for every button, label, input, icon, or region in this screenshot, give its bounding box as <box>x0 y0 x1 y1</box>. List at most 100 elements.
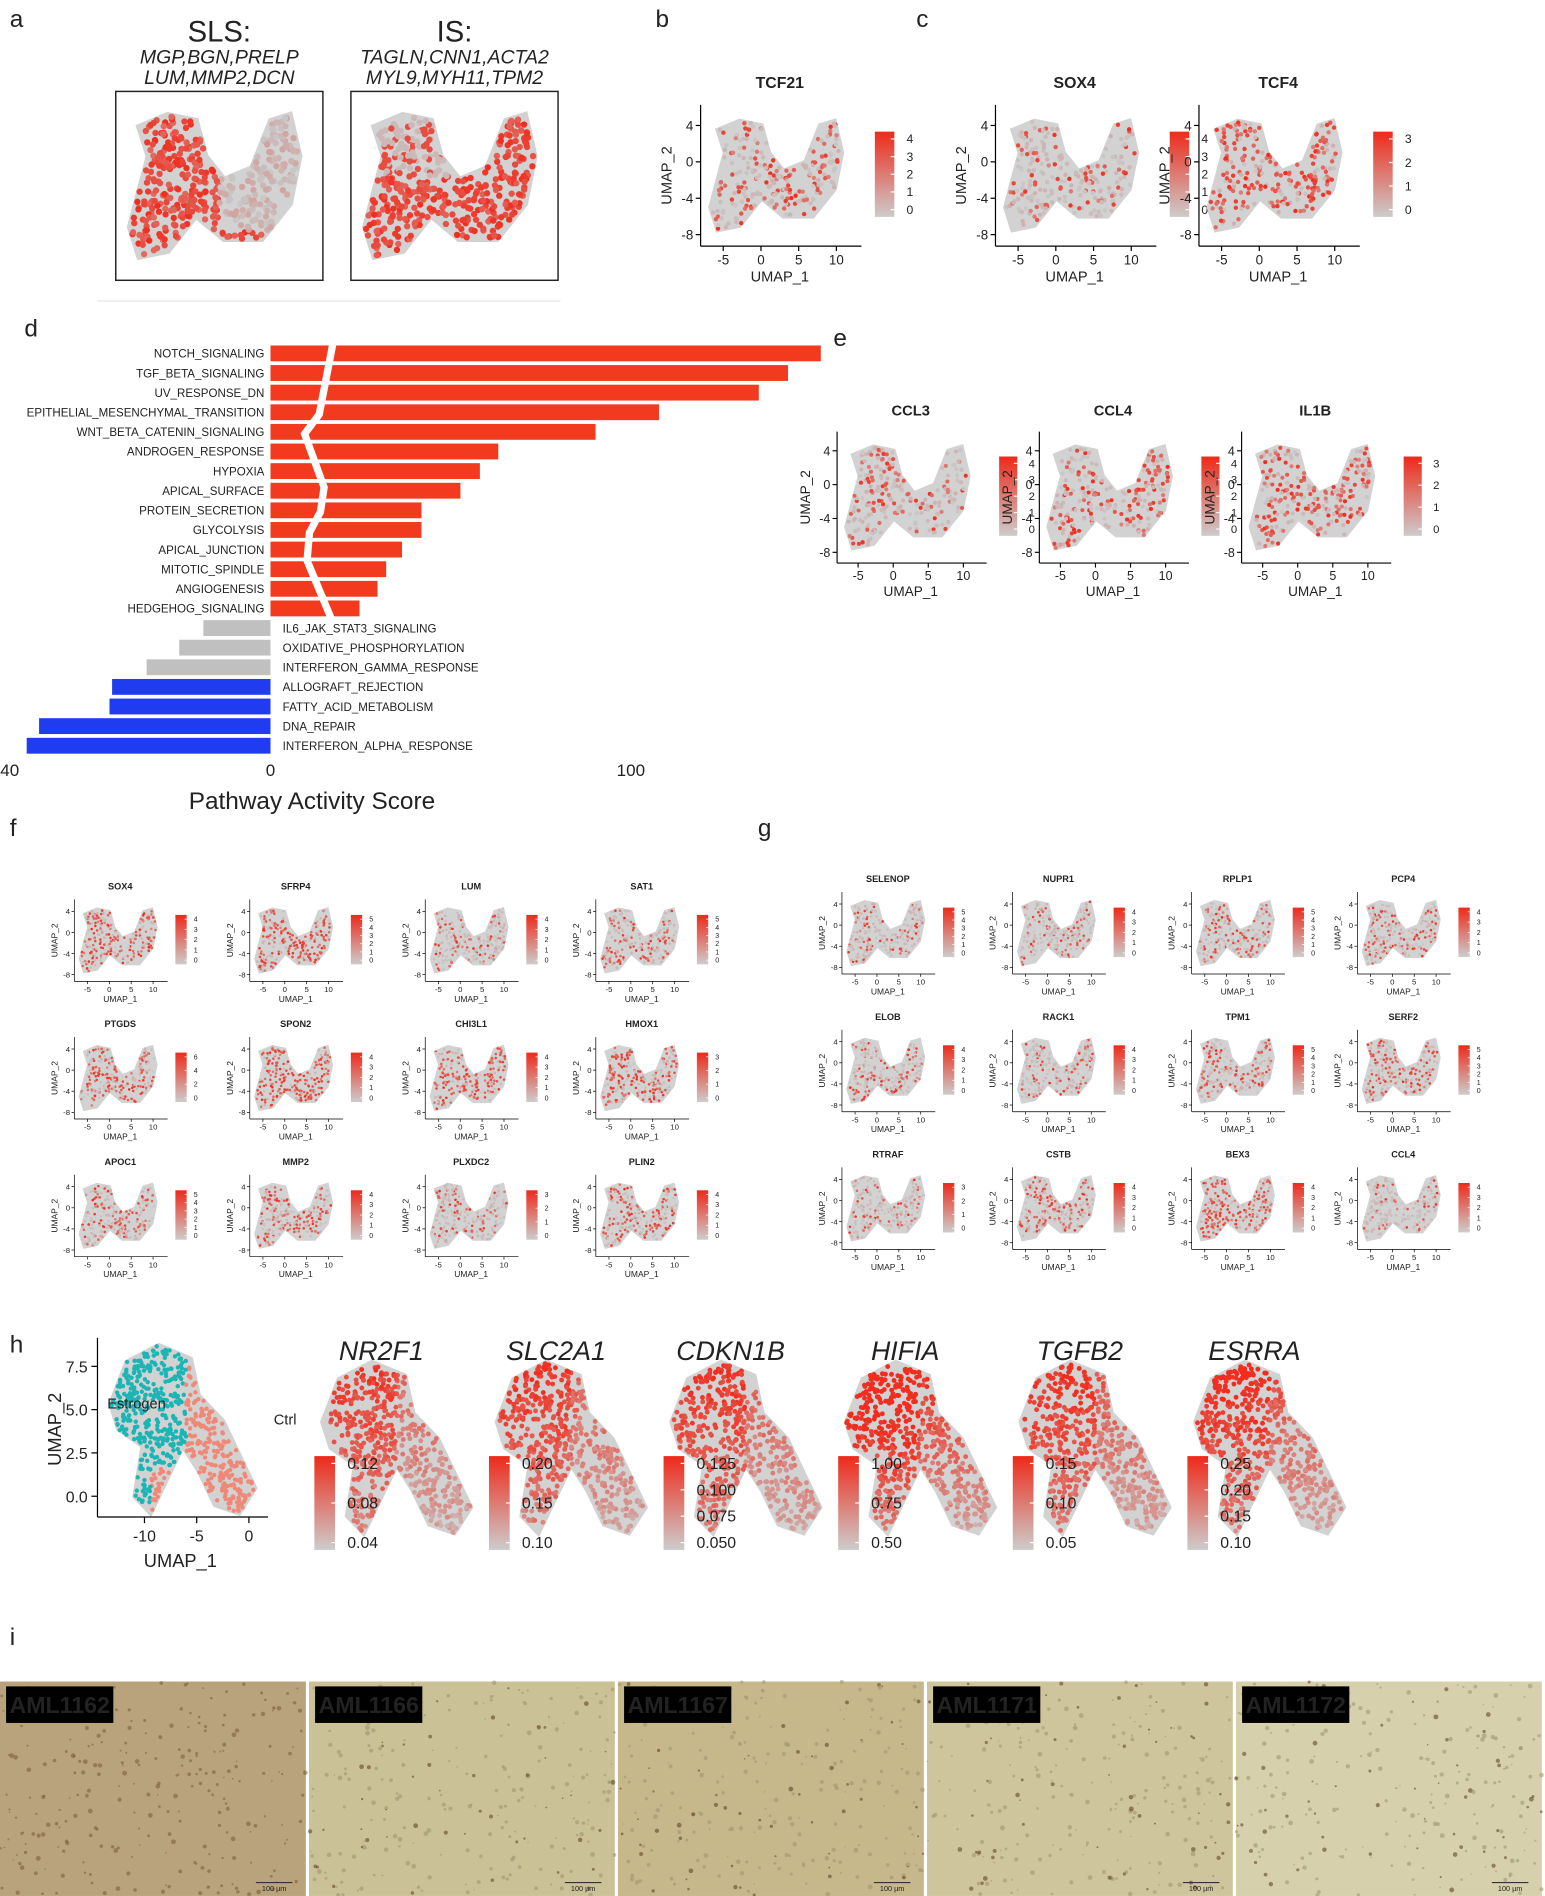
colorbar-label: 0 <box>1405 203 1412 217</box>
cell-dot <box>109 1205 112 1208</box>
cell-dot <box>770 178 774 182</box>
bar <box>270 404 658 420</box>
cell-dot <box>1080 508 1084 512</box>
x-tick-label: 100 <box>617 761 645 780</box>
cell-dot <box>266 1057 269 1060</box>
cell-dot <box>142 925 145 928</box>
cell-dot <box>662 956 665 959</box>
colorbar-label: 0 <box>1433 524 1439 536</box>
cell-dot <box>1278 483 1282 487</box>
cell-dot <box>1232 185 1236 189</box>
cell-dot <box>1166 465 1170 469</box>
x-axis-label: UMAP_1 <box>1249 270 1307 286</box>
cell-dot <box>263 953 266 956</box>
y-tick-label: 0 <box>241 928 246 937</box>
y-tick-label: -8 <box>239 970 246 979</box>
cell-dot <box>1050 175 1054 179</box>
cell-dot <box>1109 209 1113 213</box>
cell-dot <box>81 955 84 958</box>
cell-dot <box>1161 482 1165 486</box>
plot-title: PTGDS <box>104 1019 136 1029</box>
cell-dot <box>500 948 503 951</box>
cell-dot <box>1094 475 1098 479</box>
cell-dot <box>801 190 805 194</box>
cell-dot <box>609 1079 612 1082</box>
cell-dot <box>1289 484 1293 488</box>
plot-title: SAT1 <box>630 881 653 891</box>
cell-dot <box>673 934 676 937</box>
cell-dot <box>141 1195 144 1198</box>
y-axis-label: UMAP_2 <box>49 923 59 957</box>
cell-dot <box>486 1073 489 1076</box>
cell-dot <box>1077 187 1081 191</box>
cell-dot <box>458 914 461 917</box>
cell-dot <box>956 505 960 509</box>
cell-dot <box>258 219 264 225</box>
x-tick-label: 0 <box>1052 252 1059 267</box>
cell-dot <box>466 935 469 938</box>
cell-dot <box>456 1085 459 1088</box>
cell-dot <box>1063 199 1067 203</box>
umap-box <box>116 91 323 280</box>
x-tick-label: -5 <box>435 985 442 994</box>
cell-dot <box>625 945 628 948</box>
umap-plot: SFRP4-50510-8-404UMAP_1UMAP_2012345 <box>225 881 373 1003</box>
cell-dot <box>1057 197 1061 201</box>
cell-dot <box>1270 496 1274 500</box>
cell-dot <box>820 154 824 158</box>
cell-dot <box>282 1080 285 1083</box>
x-tick-label: 5 <box>129 985 133 994</box>
x-tick-label: 0 <box>107 1123 112 1132</box>
cell-dot <box>99 1061 102 1064</box>
cell-dot <box>291 934 294 937</box>
cell-dot <box>926 506 930 510</box>
cell-dot <box>442 954 445 957</box>
cell-dot <box>1240 156 1244 160</box>
cell-dot <box>1272 474 1276 478</box>
cell-dot <box>320 930 323 933</box>
cell-dot <box>190 202 196 208</box>
cell-dot <box>1232 221 1236 225</box>
cell-dot <box>1340 505 1344 509</box>
cell-dot <box>282 1063 285 1066</box>
cell-dot <box>496 952 499 955</box>
x-tick-label: 5 <box>129 1123 133 1132</box>
bar <box>270 345 820 361</box>
cell-dot <box>633 1070 636 1073</box>
cell-dot <box>88 945 91 948</box>
cell-dot <box>623 917 626 920</box>
cell-dot <box>482 963 485 966</box>
cell-dot <box>1277 457 1281 461</box>
cell-dot <box>144 1199 147 1202</box>
cell-dot <box>151 947 154 950</box>
cell-dot <box>1136 498 1140 502</box>
cell-dot <box>1333 490 1337 494</box>
cell-dot <box>1153 469 1157 473</box>
cell-dot <box>664 920 667 923</box>
bar <box>270 365 788 381</box>
cell-dot <box>95 950 98 953</box>
x-tick-label: 5 <box>480 985 484 994</box>
cell-dot <box>836 149 840 153</box>
cell-dot <box>85 963 88 966</box>
cell-dot <box>606 1077 609 1080</box>
cell-dot <box>852 509 856 513</box>
cell-dot <box>318 1081 321 1084</box>
y-tick-label: -4 <box>414 949 422 958</box>
cell-dot <box>1320 146 1324 150</box>
cell-dot <box>1126 134 1130 138</box>
cell-dot <box>1253 135 1257 139</box>
cell-dot <box>933 501 937 505</box>
cell-dot <box>178 146 184 152</box>
cell-dot <box>1101 154 1105 158</box>
cell-dot <box>87 1223 90 1226</box>
cell-dot <box>617 922 620 925</box>
colorbar-label: 4 <box>1231 458 1237 470</box>
cell-dot <box>268 942 271 945</box>
cell-dot <box>783 199 787 203</box>
x-axis-label: UMAP_1 <box>454 994 488 1004</box>
cell-dot <box>666 1087 669 1090</box>
cell-dot <box>321 1075 324 1078</box>
cell-dot <box>266 1236 269 1239</box>
cell-dot <box>935 524 939 528</box>
